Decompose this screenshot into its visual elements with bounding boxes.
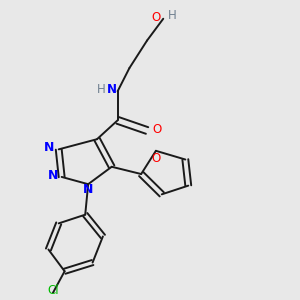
- Text: O: O: [153, 122, 162, 136]
- Text: H: H: [97, 83, 106, 96]
- Text: N: N: [48, 169, 58, 182]
- Text: H: H: [168, 9, 176, 22]
- Text: N: N: [44, 141, 55, 154]
- Text: O: O: [151, 11, 160, 24]
- Text: O: O: [151, 152, 160, 165]
- Text: Cl: Cl: [47, 284, 58, 297]
- Text: N: N: [107, 83, 117, 96]
- Text: N: N: [83, 183, 93, 196]
